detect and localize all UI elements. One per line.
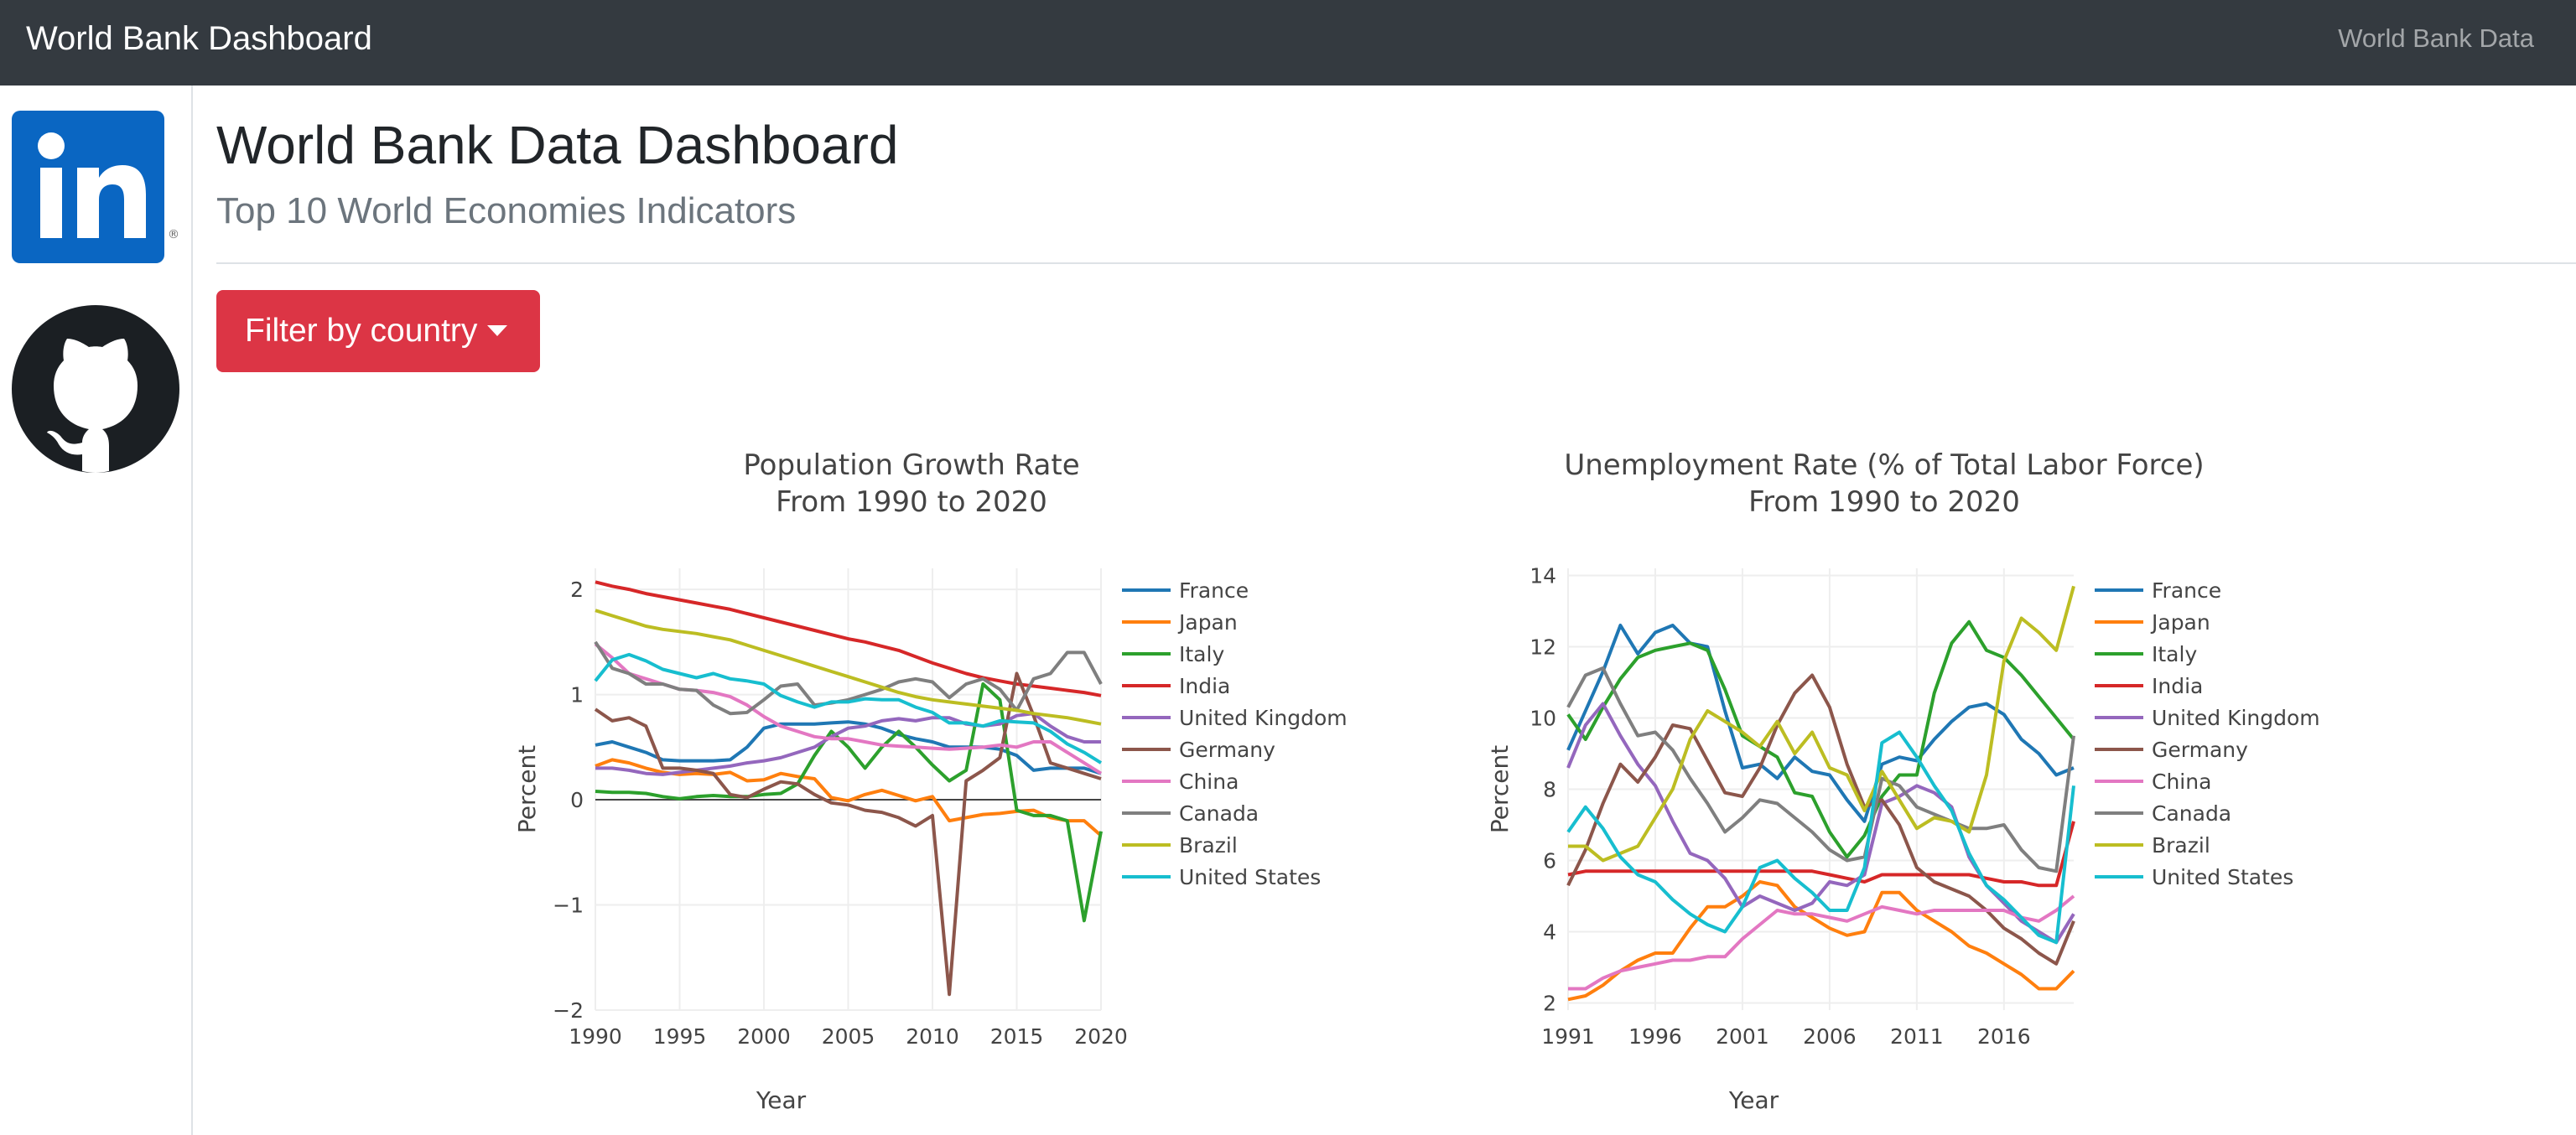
chart0-series-line-united-states[interactable] xyxy=(594,652,1103,764)
chart1-y-tick-label: 2 xyxy=(1543,992,1556,1016)
chart1-x-tick-label: 1991 xyxy=(1541,1024,1595,1049)
chart0-y-tick-label: −2 xyxy=(553,998,584,1023)
chart0-series-line-brazil[interactable] xyxy=(595,609,1102,726)
chart0-x-tick-label: 2005 xyxy=(822,1024,875,1049)
chart1-x-tick-label: 2016 xyxy=(1977,1024,2031,1049)
chart1-legend-label-india[interactable]: India xyxy=(2152,674,2203,698)
chart0-legend-label-italy[interactable]: Italy xyxy=(1179,642,1224,666)
chart0-x-tick-label: 1990 xyxy=(569,1024,622,1049)
chart1-y-axis-label: Percent xyxy=(1486,745,1514,833)
chart0-legend-label-united-states[interactable]: United States xyxy=(1179,865,1321,889)
github-icon[interactable] xyxy=(12,305,179,473)
chart0-x-tick-label: 2010 xyxy=(906,1024,959,1049)
chart1-series-line-france[interactable] xyxy=(1566,624,2075,823)
chart0-legend-label-germany[interactable]: Germany xyxy=(1179,738,1275,762)
chart1-series-line-italy[interactable] xyxy=(1566,619,2075,859)
chart1-x-tick-label: 2001 xyxy=(1716,1024,1769,1049)
chart1-series-line-brazil[interactable] xyxy=(1568,585,2075,863)
chart1-legend-label-japan[interactable]: Japan xyxy=(2150,610,2210,635)
navbar: World Bank Dashboard World Bank Data xyxy=(0,0,2576,86)
chart0-series-line-italy[interactable] xyxy=(595,682,1103,923)
chart1-y-tick-label: 4 xyxy=(1543,920,1556,945)
caret-down-icon xyxy=(487,325,508,336)
chart0-x-tick-label: 2000 xyxy=(737,1024,791,1049)
linkedin-icon[interactable] xyxy=(12,111,164,263)
chart0-title: Population Growth Rate xyxy=(743,448,1079,482)
chart1-x-tick-label: 1996 xyxy=(1628,1024,1682,1049)
chart1-legend-label-france[interactable]: France xyxy=(2152,578,2221,603)
chart1-legend-label-china[interactable]: China xyxy=(2152,770,2211,794)
chart0-y-tick-label: 0 xyxy=(570,788,584,812)
unemployment-rate-chart: Unemployment Rate (% of Total Labor Forc… xyxy=(1486,448,2320,1114)
page-subtitle: Top 10 World Economies Indicators xyxy=(216,190,797,231)
world-bank-data-link[interactable]: World Bank Data xyxy=(2338,23,2534,53)
chart1-series-line-japan[interactable] xyxy=(1567,880,2075,1002)
chart1-legend-label-italy[interactable]: Italy xyxy=(2152,642,2197,666)
divider xyxy=(216,262,2576,264)
chart1-series-line-india[interactable] xyxy=(1567,821,2075,888)
chart1-x-axis-label: Year xyxy=(1728,1086,1779,1114)
page-title: World Bank Data Dashboard xyxy=(216,115,899,175)
chart0-series-line-france[interactable] xyxy=(595,720,1102,775)
chart0-y-tick-label: 1 xyxy=(570,683,584,707)
chart1-series-line-united-states[interactable] xyxy=(1566,730,2075,945)
chart0-y-tick-label: 2 xyxy=(570,578,584,602)
chart0-legend-label-united-kingdom[interactable]: United Kingdom xyxy=(1179,706,1348,730)
chart0-x-tick-label: 2015 xyxy=(990,1024,1044,1049)
chart0-y-tick-label: −1 xyxy=(553,894,584,918)
chart1-y-tick-label: 10 xyxy=(1530,707,1556,731)
filter-by-country-button[interactable]: Filter by country xyxy=(216,290,540,372)
chart1-subtitle: From 1990 to 2020 xyxy=(1748,485,2020,519)
chart1-y-tick-label: 14 xyxy=(1530,564,1556,588)
chart1-legend-label-canada[interactable]: Canada xyxy=(2152,801,2231,826)
sidebar xyxy=(0,86,193,1135)
chart1-legend-label-brazil[interactable]: Brazil xyxy=(2152,833,2210,858)
chart1-series-line-canada[interactable] xyxy=(1566,666,2075,873)
chart1-title: Unemployment Rate (% of Total Labor Forc… xyxy=(1564,448,2204,482)
chart0-series-line-germany[interactable] xyxy=(594,671,1102,997)
chart0-legend-label-japan[interactable]: Japan xyxy=(1177,610,1238,635)
chart1-series-line-china[interactable] xyxy=(1568,894,2075,991)
chart0-series-line-united-kingdom[interactable] xyxy=(595,712,1101,776)
chart0-series-line-india[interactable] xyxy=(595,580,1102,697)
chart1-series-line-united-kingdom[interactable] xyxy=(1566,702,2075,945)
chart1-legend-label-united-states[interactable]: United States xyxy=(2152,865,2293,889)
chart0-legend-label-canada[interactable]: Canada xyxy=(1179,801,1259,826)
chart0-y-axis-label: Percent xyxy=(513,745,541,833)
chart1-series-line-germany[interactable] xyxy=(1566,673,2075,966)
chart1-x-tick-label: 2006 xyxy=(1803,1024,1857,1049)
filter-button-label: Filter by country xyxy=(245,313,478,349)
chart0-legend-label-china[interactable]: China xyxy=(1179,770,1239,794)
chart0-legend-label-india[interactable]: India xyxy=(1179,674,1230,698)
registered-mark: ® xyxy=(168,228,179,241)
chart1-legend-label-united-kingdom[interactable]: United Kingdom xyxy=(2152,706,2320,730)
chart0-x-tick-label: 2020 xyxy=(1074,1024,1128,1049)
chart0-subtitle: From 1990 to 2020 xyxy=(776,485,1047,519)
chart1-legend-label-germany[interactable]: Germany xyxy=(2152,738,2248,762)
navbar-brand[interactable]: World Bank Dashboard xyxy=(26,20,372,57)
chart1-y-tick-label: 6 xyxy=(1543,849,1556,873)
chart1-y-tick-label: 12 xyxy=(1530,635,1556,660)
chart0-x-tick-label: 1995 xyxy=(653,1024,707,1049)
chart0-legend-label-brazil[interactable]: Brazil xyxy=(1179,833,1238,858)
chart0-legend-label-france[interactable]: France xyxy=(1179,578,1249,603)
chart1-x-tick-label: 2011 xyxy=(1890,1024,1944,1049)
chart0-x-axis-label: Year xyxy=(756,1086,807,1114)
chart1-y-tick-label: 8 xyxy=(1543,778,1556,802)
